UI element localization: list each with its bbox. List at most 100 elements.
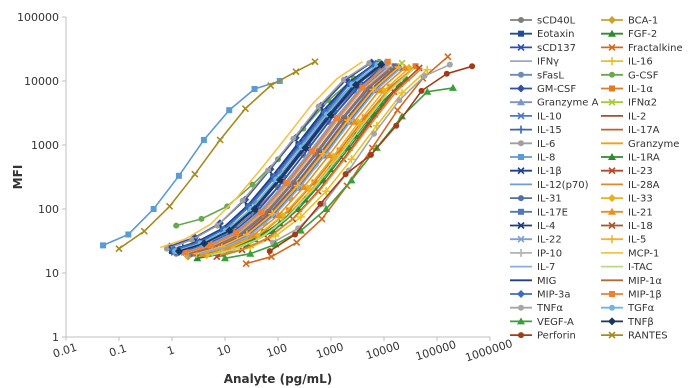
series-18 xyxy=(163,60,373,252)
legend-label-27: IL-33 xyxy=(628,194,653,205)
data-point-46-3 xyxy=(342,171,349,178)
legend-swatch-marker-18 xyxy=(518,140,524,147)
data-point-41-8 xyxy=(384,58,391,65)
legend-item-31: IL-18 xyxy=(601,221,653,232)
legend-item-14: IL-10 xyxy=(510,111,562,122)
data-point-11-3 xyxy=(286,207,293,214)
data-point-44-3 xyxy=(296,226,305,234)
data-point-20-2 xyxy=(150,206,157,212)
plot-area: 0.01 0.1 1 10 100 1000 10000 100000 1000000 1101… xyxy=(17,11,514,364)
data-point-45-3 xyxy=(250,205,259,213)
legend-item-44: VEGF-A xyxy=(510,317,574,328)
data-point-47-2 xyxy=(166,202,174,210)
legend-item-34: IP-10 xyxy=(510,248,562,259)
series-line-20 xyxy=(102,80,281,247)
legend-swatch-marker-1 xyxy=(608,16,616,24)
x-tick-label-8: 1000000 xyxy=(464,337,515,365)
data-point-46-2 xyxy=(317,200,324,207)
series-29 xyxy=(198,63,409,257)
data-point-20-3 xyxy=(175,172,182,179)
data-point-46-6 xyxy=(418,87,425,94)
legend-label-25: IL-28A xyxy=(628,180,660,191)
data-point-42-6 xyxy=(421,72,428,79)
legend-swatch-marker-33 xyxy=(608,235,616,244)
y-tick-label-0: 1 xyxy=(52,331,59,344)
data-point-44-5 xyxy=(347,176,356,184)
legend-item-13: IFNα2 xyxy=(601,98,657,109)
legend-swatch-marker-21 xyxy=(608,153,616,160)
series-46 xyxy=(266,63,476,255)
legend-swatch-marker-31 xyxy=(608,221,616,230)
legend-item-12: Granzyme A xyxy=(510,98,599,109)
data-point-47-0 xyxy=(115,245,123,253)
data-point-46-5 xyxy=(393,122,400,129)
data-point-18-5 xyxy=(290,135,297,142)
x-tick-label-7: 100000 xyxy=(414,338,458,363)
legend-item-11: IL-1α xyxy=(601,84,653,95)
data-point-47-1 xyxy=(140,227,148,235)
legend-swatch-marker-5 xyxy=(608,43,616,51)
legend-label-13: IFNα2 xyxy=(628,98,657,109)
legend-label-47: RANTES xyxy=(628,331,668,342)
x-ticks: 0.01 0.1 1 10 100 1000 10000 100000 1000000 xyxy=(51,337,514,365)
data-point-11-7 xyxy=(387,84,394,91)
y-tick-label-5: 100000 xyxy=(17,11,59,24)
data-point-20-5 xyxy=(226,107,233,114)
data-point-45-2 xyxy=(225,226,234,235)
legend-item-0: sCD40L xyxy=(510,16,576,27)
series-36 xyxy=(198,67,402,255)
legend-swatch-marker-8 xyxy=(518,71,524,78)
data-point-29-3 xyxy=(274,211,283,219)
data-point-42-4 xyxy=(371,130,378,137)
data-point-18-2 xyxy=(214,222,221,229)
data-point-47-6 xyxy=(267,81,275,90)
data-point-5-6 xyxy=(393,106,402,114)
legend-item-8: sFasL xyxy=(510,70,564,81)
data-point-7-8 xyxy=(423,65,432,74)
legend-swatch-marker-40 xyxy=(517,290,525,298)
legend-label-30: IL-4 xyxy=(537,221,555,232)
data-point-7-7 xyxy=(398,88,407,97)
legend-swatch-marker-30 xyxy=(517,221,525,230)
legend-item-40: MIP-3a xyxy=(510,290,571,301)
legend-item-5: Fractalkine xyxy=(601,43,683,54)
legend-label-37: I-TAC xyxy=(628,262,653,273)
y-ticks: 1 10 100 1000 10000 100000 xyxy=(17,11,66,344)
data-point-11-2 xyxy=(260,228,267,235)
legend-label-20: IL-8 xyxy=(537,153,555,164)
series-line-36 xyxy=(198,67,402,255)
legend-item-2: Eotaxin xyxy=(510,29,575,40)
legend-swatch-marker-11 xyxy=(609,85,615,92)
series-line-39 xyxy=(188,66,392,255)
data-point-7-5 xyxy=(347,155,356,164)
legend-item-42: TNFα xyxy=(510,303,563,314)
legend-swatch-marker-10 xyxy=(517,84,525,93)
legend-label-1: BCA-1 xyxy=(628,16,658,27)
series-39 xyxy=(188,66,392,255)
legend-label-7: IL-16 xyxy=(628,57,653,68)
data-point-9-2 xyxy=(224,203,231,210)
data-point-41-1 xyxy=(207,242,214,249)
legend-swatch-marker-16 xyxy=(517,125,525,134)
legend-item-20: IL-8 xyxy=(510,153,555,164)
data-point-11-8 xyxy=(412,63,419,70)
data-point-44-1 xyxy=(246,249,255,257)
data-point-18-3 xyxy=(239,197,246,204)
legend-item-37: I-TAC xyxy=(601,262,653,273)
legend-label-28: IL-17E xyxy=(537,207,568,218)
legend-swatch-marker-42 xyxy=(518,304,524,311)
legend-label-10: GM-CSF xyxy=(537,84,576,95)
legend-swatch-marker-47 xyxy=(608,331,616,339)
legend-swatch-marker-28 xyxy=(518,208,524,215)
legend-item-6: IFNγ xyxy=(510,57,559,68)
legend-item-28: IL-17E xyxy=(510,207,568,218)
data-point-29-6 xyxy=(350,117,359,125)
legend-label-18: IL-6 xyxy=(537,139,555,150)
legend-item-29: IL-21 xyxy=(601,207,653,218)
data-point-11-6 xyxy=(361,114,368,121)
legend-item-26: IL-31 xyxy=(510,194,562,205)
data-point-46-4 xyxy=(367,151,374,158)
legend-swatch-marker-26 xyxy=(518,195,524,202)
data-point-20-1 xyxy=(125,231,132,238)
